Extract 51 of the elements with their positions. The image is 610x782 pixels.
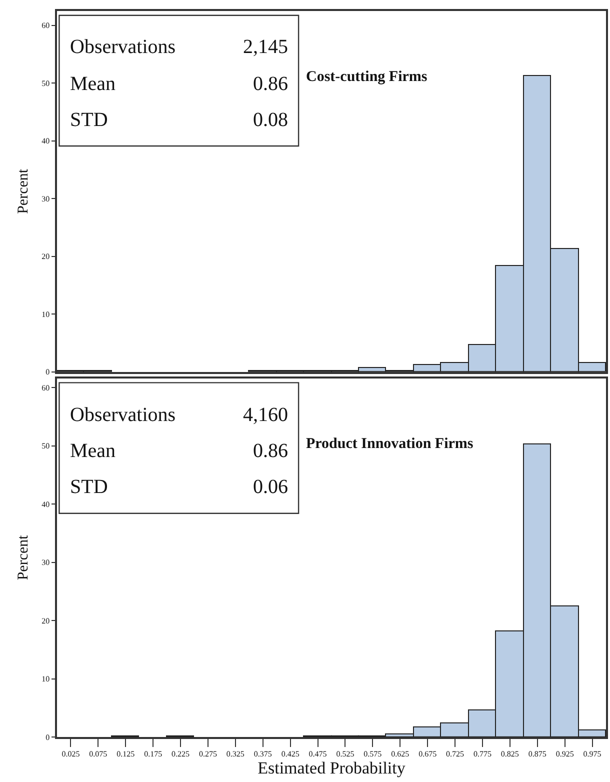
y-tick-label: 20 [42,616,50,626]
x-tick-label: 0.325 [226,749,244,758]
x-tick-label: 0.025 [62,749,80,758]
annotation: Observations [70,404,176,426]
x-tick-label: 0.725 [446,749,464,758]
annotation: 0.08 [253,109,288,131]
x-tick-label: 0.975 [583,749,602,758]
y-tick-label: 40 [42,500,50,509]
x-tick-label: 0.925 [556,749,574,758]
x-tick-label: 0.225 [172,749,190,758]
y-tick-label: 40 [42,136,50,146]
x-tick-label: 0.425 [281,749,300,758]
y-tick-label: 50 [42,442,50,451]
annotation: 0.06 [253,476,288,498]
x-tick-label: 0.125 [116,749,135,758]
y-axis-title: Percent [15,168,32,214]
annotation: 4,160 [243,404,288,426]
y-tick-label: 50 [42,78,50,88]
y-tick-label: 0 [46,368,50,377]
y-tick-label: 10 [42,310,50,319]
y-tick-label: 30 [42,558,50,568]
annotation: Mean [70,440,116,462]
x-tick-label: 0.675 [418,749,437,758]
x-tick-label: 0.475 [308,749,327,758]
annotation: 0.86 [253,73,288,95]
annotation: 2,145 [243,36,288,58]
annotation: Observations [70,36,176,58]
y-tick-label: 0 [46,732,50,742]
annotation: Product Innovation Firms [306,436,474,452]
x-tick-label: 0.575 [364,749,382,758]
x-tick-label: 0.875 [528,749,546,758]
y-tick-label: 30 [42,194,50,204]
y-tick-label: 10 [42,674,50,684]
x-tick-label: 0.625 [391,749,410,758]
x-tick-label: 0.375 [254,749,272,758]
y-tick-label: 20 [42,252,50,262]
annotation: STD [70,109,108,131]
annotation: STD [70,476,108,498]
x-axis-title: Estimated Probability [258,758,406,778]
x-tick-label: 0.825 [500,749,519,758]
y-axis-title: Percent [15,534,32,580]
x-tick-label: 0.075 [89,749,108,758]
annotation: Mean [70,73,116,95]
x-tick-label: 0.275 [198,749,217,758]
annotation: Cost-cutting Firms [306,69,428,85]
y-tick-label: 60 [42,21,50,30]
x-tick-label: 0.175 [144,749,162,758]
x-tick-label: 0.775 [473,749,492,758]
x-tick-label: 0.525 [336,749,354,758]
y-tick-label: 60 [42,383,50,392]
annotation: 0.86 [253,440,288,462]
